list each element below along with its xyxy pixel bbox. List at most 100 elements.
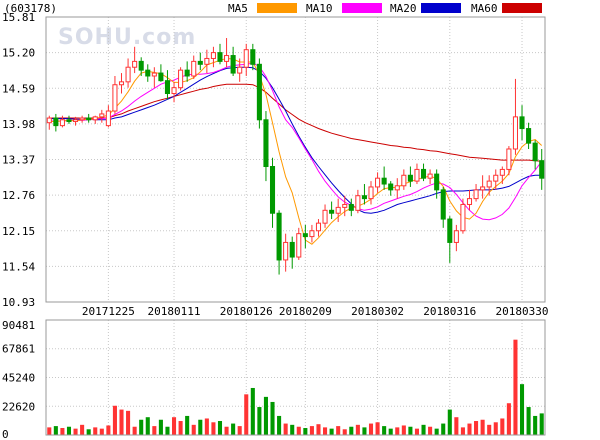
price-tick-label: 13.37: [2, 154, 35, 167]
volume-bar: [277, 415, 282, 435]
candle-body: [158, 72, 164, 82]
candle: [283, 233, 289, 272]
candle-body: [302, 233, 308, 238]
volume-bar: [513, 339, 518, 435]
candle: [434, 169, 440, 199]
volume-bar: [158, 419, 163, 435]
volume-bar: [355, 424, 360, 435]
volume-bar: [93, 427, 98, 435]
candle-body: [315, 222, 322, 232]
candle-body: [53, 117, 59, 127]
volume-bar: [309, 426, 314, 435]
volume-bar: [421, 424, 426, 435]
candle-body: [283, 241, 289, 261]
candle: [118, 73, 125, 94]
price-axis: 15.81 15.20 14.59 13.98 13.37 12.76 12.15 11.54…: [2, 11, 35, 309]
candle-body: [296, 233, 302, 258]
candle: [263, 111, 269, 182]
ma10-line: [49, 62, 543, 221]
candle-body: [125, 66, 131, 83]
price-tick-label: 15.81: [2, 11, 35, 24]
candle-body: [394, 185, 400, 191]
volume-bar: [152, 426, 157, 435]
candle-body: [99, 113, 105, 118]
candle: [348, 198, 354, 217]
volume-bar: [382, 426, 387, 435]
candle-body: [309, 230, 315, 238]
candle: [164, 70, 171, 100]
candle: [184, 61, 190, 82]
volume-bar: [303, 428, 308, 435]
candle-body: [512, 116, 518, 150]
candle: [342, 195, 348, 217]
volume-bar: [257, 407, 262, 435]
candle: [526, 122, 532, 149]
candle: [145, 64, 151, 82]
candle: [276, 210, 282, 275]
candle-body: [473, 189, 479, 200]
candle: [375, 172, 381, 193]
candle-body: [414, 168, 420, 182]
candle-body: [243, 49, 249, 68]
candle-body: [250, 49, 256, 65]
volume-bar: [467, 423, 472, 435]
candle: [329, 201, 335, 220]
candle-body: [381, 177, 387, 185]
volume-bar: [296, 426, 301, 435]
candle: [171, 81, 177, 103]
candle-body: [368, 186, 374, 200]
candle: [309, 224, 315, 243]
candle-body: [73, 119, 79, 123]
candle: [79, 115, 85, 123]
candle-body: [361, 195, 367, 200]
candle-body: [322, 209, 328, 224]
volume-bar: [493, 422, 498, 435]
volume-bar: [145, 417, 150, 435]
volume-bar: [342, 429, 347, 435]
candle-body: [493, 174, 499, 182]
volume-bar: [368, 423, 374, 435]
candle-body: [407, 174, 413, 182]
volume-bar: [414, 428, 420, 435]
volume-bar: [47, 427, 52, 435]
candle-body: [420, 168, 427, 179]
volume-bar: [388, 428, 393, 435]
legend-swatch-ma5: [257, 3, 297, 13]
volume-bar: [362, 427, 367, 435]
volume-bar: [139, 419, 144, 435]
volume-bar: [204, 418, 209, 435]
volume-bar: [86, 429, 91, 435]
legend-label-ma20: MA20: [390, 2, 417, 15]
panel-frames: [45, 16, 546, 436]
candle-body: [453, 230, 459, 243]
candle: [355, 189, 361, 214]
candle-body: [486, 180, 492, 188]
candle: [466, 189, 473, 211]
candle-body: [375, 177, 381, 188]
candle-body: [178, 69, 184, 89]
candle-body: [506, 148, 512, 170]
candle-body: [46, 117, 52, 124]
candle: [460, 198, 466, 234]
candle: [407, 166, 413, 187]
date-tick-label: 20180302: [351, 305, 404, 318]
volume-bar: [191, 424, 196, 435]
ma20-line: [49, 66, 542, 214]
candle-body: [401, 174, 407, 187]
volume-bar: [112, 405, 117, 435]
candle: [480, 175, 486, 199]
candle-body: [434, 173, 440, 191]
candle: [335, 198, 341, 222]
candle: [493, 169, 499, 190]
volume-bar: [132, 426, 137, 435]
candle-body: [342, 203, 348, 208]
candle: [204, 49, 210, 74]
candle: [401, 169, 407, 190]
volume-bar: [185, 415, 190, 435]
volume-bar: [506, 403, 511, 435]
candle: [420, 163, 427, 182]
volume-tick-label: 45240: [2, 372, 35, 385]
volume-bar: [408, 426, 413, 435]
candle: [394, 178, 400, 199]
candle: [99, 109, 105, 123]
